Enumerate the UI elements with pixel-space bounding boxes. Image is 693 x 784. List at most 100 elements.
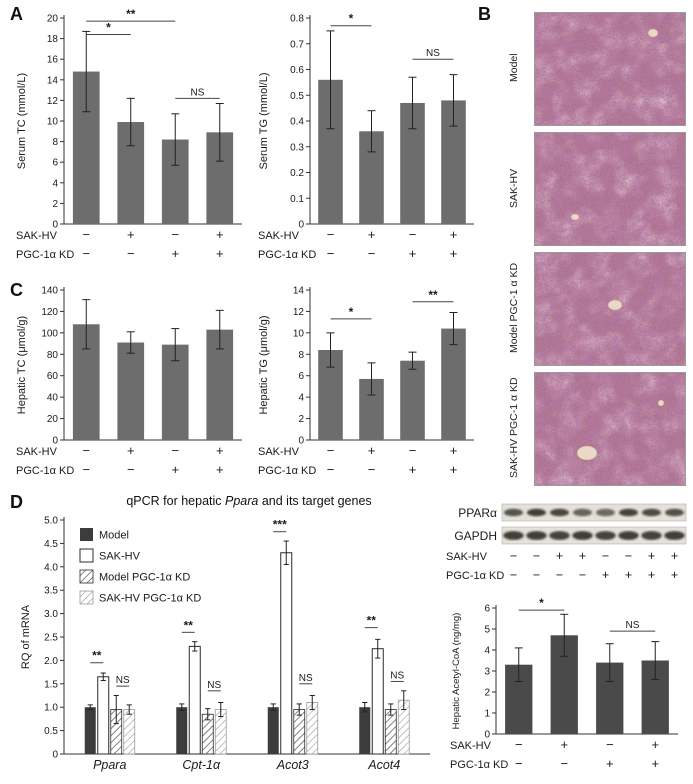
qpcr-title-prefix: qPCR for hepatic — [126, 494, 226, 508]
svg-text:2.5: 2.5 — [44, 633, 58, 644]
svg-text:PGC-1α KD: PGC-1α KD — [450, 759, 508, 771]
histology-image — [534, 252, 686, 366]
svg-text:+: + — [556, 549, 563, 563]
svg-text:SAK-HV: SAK-HV — [258, 446, 300, 458]
svg-text:SAK-HV: SAK-HV — [258, 230, 300, 242]
panel-b-label: B — [478, 4, 491, 24]
svg-text:0.7: 0.7 — [290, 39, 304, 50]
svg-text:3.0: 3.0 — [44, 609, 58, 620]
svg-text:12: 12 — [47, 96, 59, 107]
svg-text:PGC-1α KD: PGC-1α KD — [16, 465, 74, 477]
svg-text:+: + — [216, 462, 224, 477]
svg-text:−: − — [533, 568, 540, 582]
svg-text:−: − — [625, 549, 632, 563]
svg-text:***: *** — [273, 518, 287, 532]
qpcr-title-gene: Ppara — [225, 494, 259, 508]
hepatic-tg-bar-chart: Hepatic TG (μmol/g) 0 2 4 6 8 10 12 14 * ** SAK-HV −… — [256, 280, 484, 493]
svg-text:−: − — [510, 568, 517, 582]
svg-text:8: 8 — [298, 350, 304, 361]
svg-text:PGC-1α KD: PGC-1α KD — [258, 249, 316, 261]
svg-text:PGC-1α KD: PGC-1α KD — [446, 570, 504, 582]
svg-text:+: + — [602, 568, 609, 582]
svg-text:−: − — [368, 246, 376, 261]
svg-text:NS: NS — [626, 620, 640, 631]
svg-text:+: + — [450, 246, 458, 261]
svg-text:−: − — [579, 568, 586, 582]
svg-text:6: 6 — [484, 604, 490, 615]
svg-text:+: + — [671, 549, 678, 563]
svg-text:4.5: 4.5 — [44, 539, 58, 550]
svg-text:1.0: 1.0 — [44, 703, 58, 714]
svg-text:0.3: 0.3 — [290, 142, 304, 153]
svg-text:Cpt-1α: Cpt-1α — [182, 758, 221, 772]
svg-text:+: + — [625, 568, 632, 582]
svg-text:0.5: 0.5 — [44, 726, 58, 737]
svg-text:−: − — [82, 246, 90, 261]
svg-text:GAPDH: GAPDH — [454, 529, 497, 543]
svg-text:−: − — [409, 443, 417, 458]
svg-text:+: + — [127, 227, 135, 242]
svg-text:0: 0 — [52, 750, 58, 761]
histology-label: SAK-HV — [507, 168, 520, 208]
svg-text:−: − — [327, 462, 335, 477]
svg-text:+: + — [648, 568, 655, 582]
svg-text:10: 10 — [47, 117, 59, 128]
svg-text:12: 12 — [293, 307, 305, 318]
svg-text:Acot4: Acot4 — [367, 758, 400, 772]
svg-text:0: 0 — [298, 220, 304, 231]
svg-text:+: + — [368, 443, 376, 458]
histology-item: Model — [498, 12, 686, 126]
svg-text:+: + — [216, 227, 224, 242]
svg-text:−: − — [327, 443, 335, 458]
histology-image — [534, 372, 686, 486]
western-blot-block: PPARα GAPDH SAK-HV − − + + − − + + PGC-1α KD − − − − + + +… — [444, 500, 690, 593]
svg-text:4: 4 — [484, 646, 490, 657]
svg-text:−: − — [560, 756, 568, 771]
svg-text:0.5: 0.5 — [290, 91, 304, 102]
svg-text:16: 16 — [47, 55, 59, 66]
svg-text:−: − — [82, 462, 90, 477]
svg-text:**: ** — [92, 649, 102, 663]
qpcr-title-suffix: and its target genes — [258, 494, 372, 508]
svg-text:Ppara: Ppara — [93, 758, 126, 772]
svg-text:**: ** — [126, 7, 136, 21]
svg-text:−: − — [515, 756, 523, 771]
svg-text:2.0: 2.0 — [44, 656, 58, 667]
svg-text:*: * — [349, 12, 354, 26]
svg-text:−: − — [327, 246, 335, 261]
svg-text:2: 2 — [52, 199, 58, 210]
svg-text:Serum TG (mmol/L): Serum TG (mmol/L) — [258, 73, 270, 170]
svg-text:SAK-HV: SAK-HV — [16, 230, 58, 242]
svg-text:20: 20 — [47, 414, 59, 425]
svg-text:+: + — [171, 246, 179, 261]
svg-text:SAK-HV: SAK-HV — [99, 551, 141, 563]
histology-item: SAK-HV — [498, 132, 686, 246]
svg-text:+: + — [409, 462, 417, 477]
svg-text:PPARα: PPARα — [458, 506, 497, 520]
svg-text:0.4: 0.4 — [290, 117, 304, 128]
svg-text:6: 6 — [52, 158, 58, 169]
svg-text:*: * — [349, 305, 354, 319]
panel-a-label: A — [10, 4, 23, 24]
svg-text:Hepatic TG (μmol/g): Hepatic TG (μmol/g) — [258, 315, 270, 414]
svg-text:4: 4 — [52, 178, 58, 189]
histology-image — [534, 12, 686, 126]
svg-text:+: + — [409, 246, 417, 261]
svg-text:0: 0 — [52, 436, 58, 447]
svg-text:−: − — [556, 568, 563, 582]
svg-text:NS: NS — [299, 673, 313, 684]
svg-text:+: + — [671, 568, 678, 582]
svg-text:−: − — [602, 549, 609, 563]
svg-text:2: 2 — [298, 414, 304, 425]
svg-text:3: 3 — [484, 667, 490, 678]
svg-text:Acot3: Acot3 — [276, 758, 309, 772]
svg-text:−: − — [171, 227, 179, 242]
svg-text:PGC-1α KD: PGC-1α KD — [258, 465, 316, 477]
hepatic-tc-bar-chart: Hepatic TC (μmol/g) 0 20 40 60 80 100 120 140 SAK… — [14, 280, 252, 493]
svg-text:+: + — [450, 227, 458, 242]
acetyl-coa-bar-chart: Hepatic Acetyl-CoA (ng/mg) 0 1 2 3 4 5 6 * NS SAK-… — [448, 596, 686, 784]
svg-text:0: 0 — [298, 436, 304, 447]
svg-text:+: + — [648, 549, 655, 563]
svg-text:−: − — [171, 443, 179, 458]
